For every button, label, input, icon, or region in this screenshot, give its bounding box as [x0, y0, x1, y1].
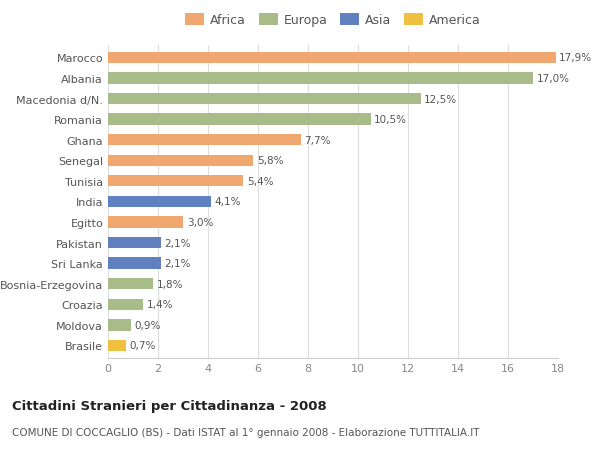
Legend: Africa, Europa, Asia, America: Africa, Europa, Asia, America: [185, 14, 481, 27]
Text: 4,1%: 4,1%: [214, 197, 241, 207]
Bar: [108, 217, 183, 228]
Bar: [108, 176, 243, 187]
Bar: [108, 258, 161, 269]
Text: 5,8%: 5,8%: [257, 156, 283, 166]
Bar: [108, 237, 161, 249]
Bar: [108, 114, 371, 125]
Bar: [108, 53, 556, 64]
Text: 1,4%: 1,4%: [147, 300, 173, 310]
Text: COMUNE DI COCCAGLIO (BS) - Dati ISTAT al 1° gennaio 2008 - Elaborazione TUTTITAL: COMUNE DI COCCAGLIO (BS) - Dati ISTAT al…: [12, 427, 479, 437]
Text: 1,8%: 1,8%: [157, 279, 183, 289]
Text: 2,1%: 2,1%: [164, 258, 191, 269]
Text: 0,9%: 0,9%: [134, 320, 161, 330]
Bar: [108, 155, 253, 167]
Bar: [108, 73, 533, 84]
Text: 2,1%: 2,1%: [164, 238, 191, 248]
Text: 17,0%: 17,0%: [537, 74, 570, 84]
Text: 0,7%: 0,7%: [129, 341, 155, 351]
Text: Cittadini Stranieri per Cittadinanza - 2008: Cittadini Stranieri per Cittadinanza - 2…: [12, 399, 327, 412]
Bar: [108, 299, 143, 310]
Text: 10,5%: 10,5%: [374, 115, 407, 125]
Bar: [108, 340, 125, 351]
Bar: [108, 196, 211, 207]
Text: 7,7%: 7,7%: [304, 135, 331, 146]
Text: 3,0%: 3,0%: [187, 218, 213, 228]
Bar: [108, 319, 131, 331]
Bar: [108, 94, 421, 105]
Bar: [108, 134, 301, 146]
Text: 12,5%: 12,5%: [424, 94, 457, 104]
Text: 17,9%: 17,9%: [559, 53, 592, 63]
Bar: [108, 279, 153, 290]
Text: 5,4%: 5,4%: [247, 176, 273, 186]
